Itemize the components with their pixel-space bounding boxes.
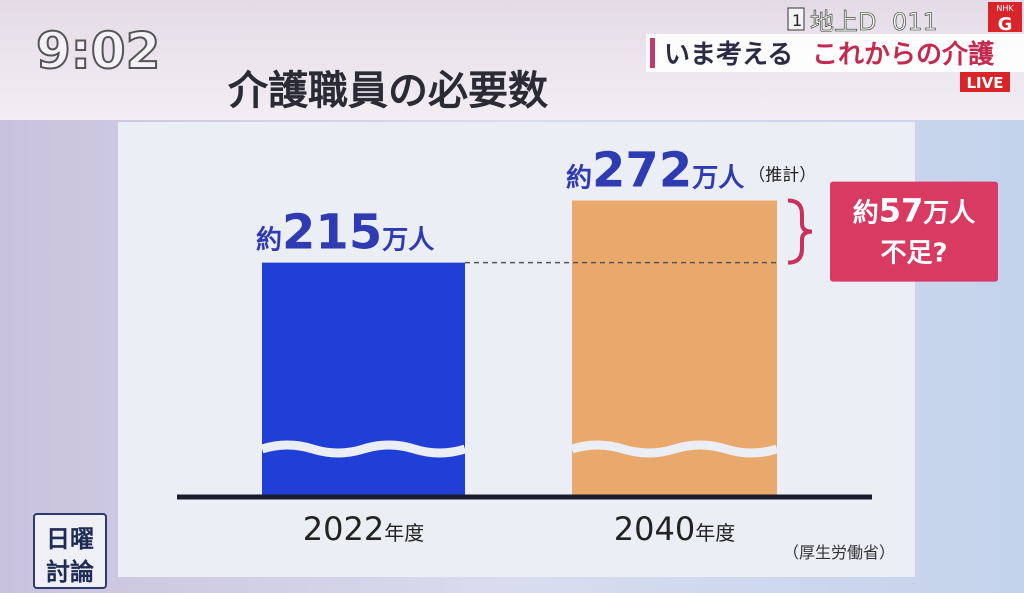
value-label: 約215万人 — [256, 205, 434, 261]
channel-number-box — [787, 7, 805, 31]
chart-title: 介護職員の必要数 — [228, 68, 548, 114]
live-text: LIVE — [967, 74, 1004, 92]
source: （厚生労働省） — [783, 543, 895, 562]
corner-badge — [33, 513, 107, 589]
bar-break — [570, 440, 779, 458]
live-badge — [960, 72, 1010, 92]
clock: 9:02 — [36, 22, 160, 80]
callout-box — [830, 181, 998, 282]
banner-accent — [650, 38, 655, 68]
logo-box — [988, 2, 1022, 32]
value-label: 約272万人 — [566, 143, 744, 199]
chart-panel — [118, 122, 915, 577]
callout-text: 不足? — [880, 239, 947, 269]
channel-name: 地上D — [810, 8, 876, 36]
x-tick-label: 2022年度 — [303, 510, 424, 548]
channel-code: 011 — [892, 8, 938, 36]
banner-lead: いま考える — [664, 40, 793, 70]
callout-text: 約57万人 — [853, 192, 976, 230]
bar — [262, 262, 465, 497]
brace — [787, 198, 813, 265]
x-tick-label: 2040年度 — [614, 510, 735, 548]
estimate-note: （推計） — [748, 166, 816, 186]
corner-badge-line: 日曜 — [46, 525, 94, 553]
logo-channel: G — [998, 14, 1013, 35]
corner-badge-line: 討論 — [46, 558, 95, 586]
banner — [646, 34, 1024, 72]
channel-number: 1 — [792, 11, 802, 30]
banner-topic: これからの介護 — [812, 39, 995, 70]
bar-break — [260, 440, 467, 458]
logo-brand: NHK — [996, 4, 1014, 13]
